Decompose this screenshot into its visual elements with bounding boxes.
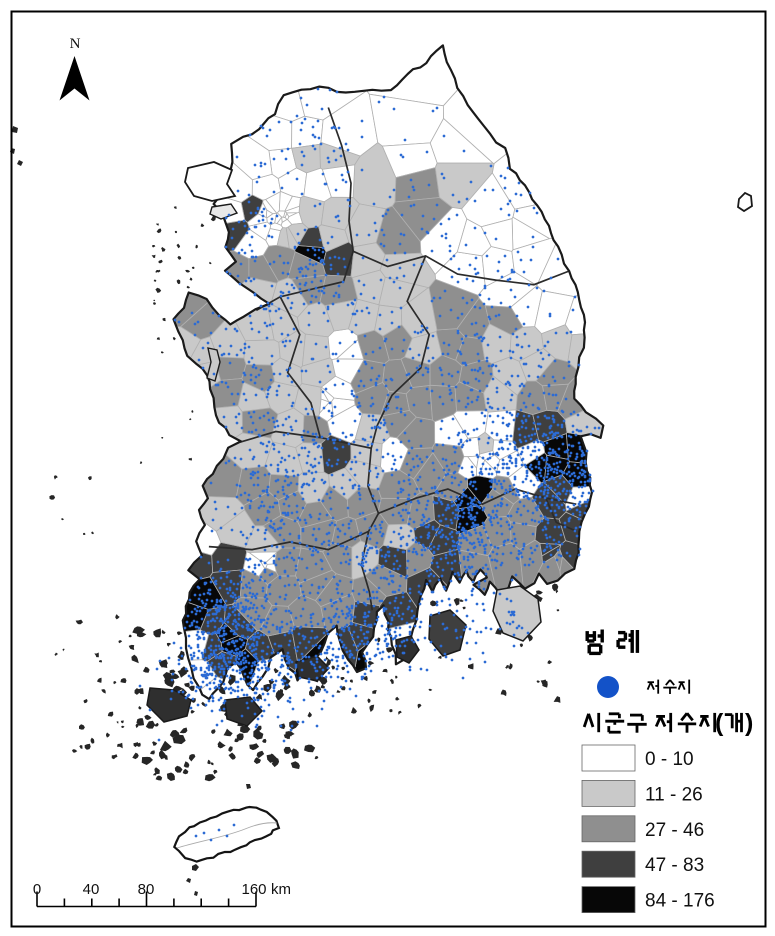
svg-text:84 - 176: 84 - 176 [645,891,715,912]
svg-text:27 - 46: 27 - 46 [645,820,704,841]
svg-text:): ) [745,709,753,737]
svg-text:(: ( [715,709,724,737]
svg-text:0 - 10: 0 - 10 [645,749,694,770]
svg-text:N: N [70,36,81,52]
svg-text:160: 160 [241,881,266,898]
svg-text:11 - 26: 11 - 26 [645,784,703,805]
svg-text:40: 40 [83,881,100,898]
svg-text:80: 80 [138,881,155,898]
svg-text:km: km [271,881,291,898]
svg-text:0: 0 [33,881,41,898]
svg-text:47 - 83: 47 - 83 [645,855,704,876]
